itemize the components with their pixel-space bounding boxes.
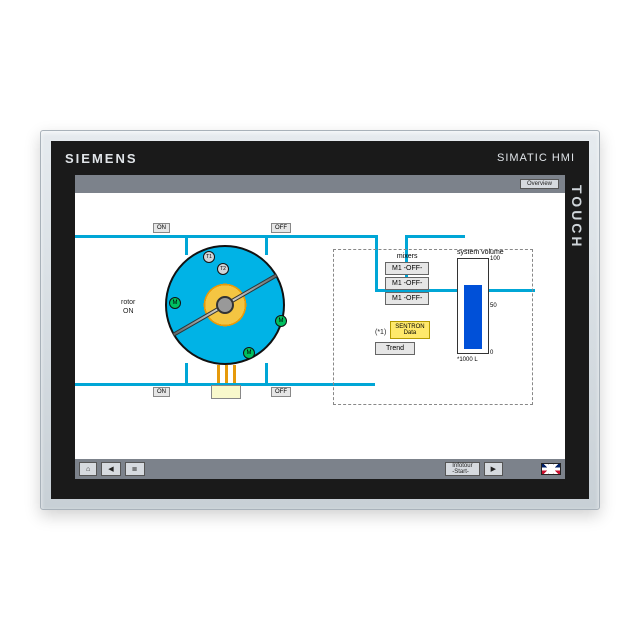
screen-header: Overview xyxy=(75,175,565,193)
rotor-label: rotor xyxy=(121,299,135,306)
mixer-button[interactable]: M1 -OFF- xyxy=(385,292,429,305)
mixers-title: mixers xyxy=(385,253,429,260)
language-flag-icon[interactable] xyxy=(541,463,561,475)
pipe xyxy=(265,235,268,255)
pipe xyxy=(185,235,188,255)
brand-logo: SIEMENS xyxy=(65,151,138,166)
mixer-button[interactable]: M1 -OFF- xyxy=(385,262,429,275)
sensor-m[interactable]: M xyxy=(243,347,255,359)
pipe xyxy=(265,363,268,383)
back-button[interactable]: ◀ xyxy=(101,462,120,476)
mixers-panel: mixers M1 -OFF- M1 -OFF- M1 -OFF- xyxy=(385,253,429,307)
valve-on[interactable]: ON xyxy=(153,387,170,397)
valve-off[interactable]: OFF xyxy=(271,223,291,233)
sentron-button[interactable]: SENTRON Data xyxy=(390,321,429,339)
trend-button[interactable]: Trend xyxy=(375,342,415,355)
product-label: SIMATIC HMI xyxy=(497,152,575,164)
sensor-m[interactable]: M xyxy=(169,297,181,309)
screen[interactable]: Overview xyxy=(75,175,565,479)
touch-label: TOUCH xyxy=(569,185,585,250)
overview-button[interactable]: Overview xyxy=(520,179,559,189)
home-button[interactable]: ⌂ xyxy=(79,462,97,476)
outlet xyxy=(217,365,220,383)
infotour-button[interactable]: Infotour -Start- xyxy=(445,462,479,476)
sentron-panel: (*1) SENTRON Data Trend xyxy=(375,321,430,357)
gauge-tick: 100 xyxy=(490,256,500,262)
outlet-box xyxy=(211,385,241,399)
bezel-header: SIEMENS SIMATIC HMI xyxy=(51,141,589,175)
hmi-bezel: SIEMENS SIMATIC HMI TOUCH Overview xyxy=(51,141,589,499)
next-button[interactable]: ▶ xyxy=(484,462,503,476)
list-button[interactable]: ≣ xyxy=(125,462,145,476)
pipe xyxy=(405,235,465,238)
gauge-unit: *1000 L xyxy=(457,357,504,363)
pipe xyxy=(75,235,375,238)
mixer-button[interactable]: M1 -OFF- xyxy=(385,277,429,290)
rotor-hub xyxy=(216,296,234,314)
sensor-t1[interactable]: T1 xyxy=(203,251,215,263)
gauge-panel: system volume 100 50 0 *1000 L xyxy=(457,249,504,363)
outlet xyxy=(225,365,228,383)
rotor-state: ON xyxy=(123,308,134,315)
outlet xyxy=(233,365,236,383)
sensor-t2[interactable]: T2 xyxy=(217,263,229,275)
valve-on[interactable]: ON xyxy=(153,223,170,233)
pipe xyxy=(185,363,188,383)
gauge-title: system volume xyxy=(457,249,504,256)
gauge-tick: 50 xyxy=(490,303,497,309)
screen-footer: ⌂ ◀ ≣ Infotour -Start- ▶ xyxy=(75,459,565,479)
process-diagram: M T1 T2 M M rotor ON ON OFF ON OFF xyxy=(75,193,565,459)
sentron-note: (*1) xyxy=(375,329,386,336)
valve-off[interactable]: OFF xyxy=(271,387,291,397)
gauge-tick: 0 xyxy=(490,350,493,356)
sensor-m[interactable]: M xyxy=(275,315,287,327)
hmi-device-frame: SIEMENS SIMATIC HMI TOUCH Overview xyxy=(40,130,600,510)
gauge-fill xyxy=(464,285,482,349)
gauge: 100 50 0 xyxy=(457,258,489,354)
